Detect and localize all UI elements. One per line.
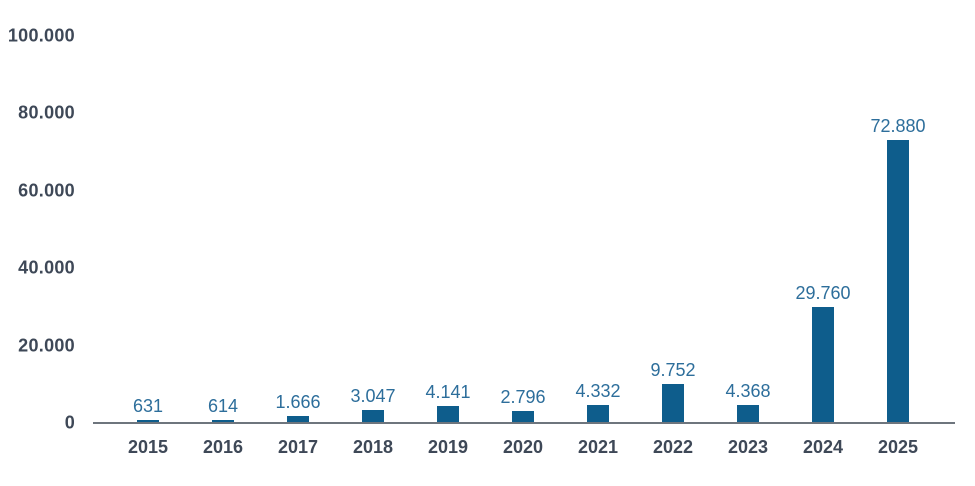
bar bbox=[662, 384, 684, 422]
bar-value-label: 29.760 bbox=[795, 283, 851, 303]
bar-value-label: 4.368 bbox=[725, 381, 771, 401]
x-axis-tick-label: 2019 bbox=[427, 437, 469, 457]
x-axis-tick-label: 2023 bbox=[727, 437, 769, 457]
x-axis-line bbox=[93, 422, 955, 424]
bar bbox=[287, 416, 309, 422]
x-axis-tick-label: 2022 bbox=[652, 437, 694, 457]
bar bbox=[137, 420, 159, 422]
bar-value-label: 614 bbox=[207, 396, 239, 416]
x-axis-tick-label: 2021 bbox=[577, 437, 619, 457]
bar bbox=[812, 307, 834, 422]
x-axis-tick-label: 2024 bbox=[802, 437, 844, 457]
bar-value-label: 9.752 bbox=[650, 360, 696, 380]
bar bbox=[362, 410, 384, 422]
bar-value-label: 4.141 bbox=[425, 382, 471, 402]
bar bbox=[512, 411, 534, 422]
bar-value-label: 2.796 bbox=[500, 387, 546, 407]
y-axis-tick-label: 40.000 bbox=[18, 257, 75, 278]
bar bbox=[437, 406, 459, 422]
x-axis-tick-label: 2017 bbox=[277, 437, 319, 457]
bar bbox=[887, 140, 909, 422]
bar-value-label: 72.880 bbox=[870, 116, 926, 136]
bar-value-label: 3.047 bbox=[350, 386, 396, 406]
x-axis-tick-label: 2015 bbox=[127, 437, 169, 457]
bar-value-label: 4.332 bbox=[575, 381, 621, 401]
bar bbox=[212, 420, 234, 422]
bar-value-label: 1.666 bbox=[275, 392, 321, 412]
y-axis-tick-label: 0 bbox=[64, 412, 75, 433]
bar bbox=[587, 405, 609, 422]
y-axis-tick-label: 60.000 bbox=[18, 180, 75, 201]
x-axis-tick-label: 2016 bbox=[202, 437, 244, 457]
bar bbox=[737, 405, 759, 422]
y-axis-tick-label: 100.000 bbox=[7, 25, 75, 46]
x-axis-tick-label: 2020 bbox=[502, 437, 544, 457]
bar-value-label: 631 bbox=[132, 396, 164, 416]
x-axis-tick-label: 2025 bbox=[877, 437, 919, 457]
x-axis-tick-label: 2018 bbox=[352, 437, 394, 457]
y-axis-tick-label: 80.000 bbox=[18, 102, 75, 123]
y-axis-tick-label: 20.000 bbox=[18, 335, 75, 356]
